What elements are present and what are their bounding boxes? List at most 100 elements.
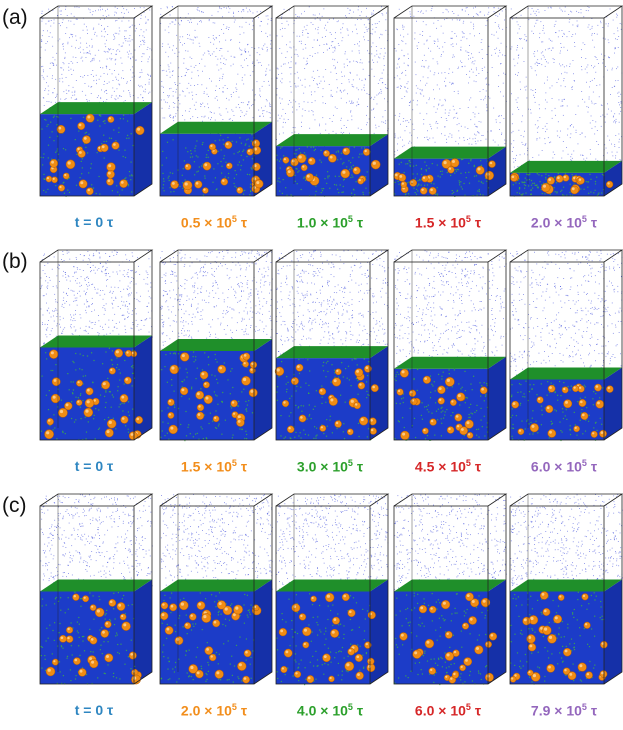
vapor-particles [160,250,273,352]
simulation-box [393,249,508,441]
caption-text: 6.0 × 10 [530,458,582,475]
caption-unit: τ [352,702,364,719]
simulation-snapshot [158,4,274,200]
vapor-particles [394,494,507,593]
liquid-film [40,102,152,197]
snapshot-render [159,249,274,442]
nanoparticles [45,113,145,196]
simulation-snapshot [274,248,390,444]
caption-unit: τ [470,458,482,475]
nanoparticles [160,600,262,684]
liquid-film [276,346,388,441]
caption-exponent: 5 [231,702,237,712]
time-caption: 1.5 × 105 τ [388,214,508,231]
time-caption: 2.0 × 105 τ [154,702,274,719]
time-caption: 6.0 × 105 τ [388,702,508,719]
nanoparticles [45,593,142,685]
simulation-snapshot [158,248,274,444]
caption-text: 0.5 × 10 [180,214,232,231]
caption-unit: τ [470,214,482,231]
simulation-snapshot [508,4,623,200]
time-caption: 4.0 × 105 τ [270,702,390,719]
snapshot-render [39,5,154,197]
simulation-box [159,493,274,685]
caption-text: 7.9 × 10 [530,702,582,719]
simulation-box [159,5,274,197]
time-caption: 1.5 × 105 τ [154,458,274,475]
snapshot-render [393,249,508,441]
time-caption: 4.5 × 105 τ [388,458,508,475]
caption-exponent: 5 [347,458,353,468]
caption-exponent: 5 [581,702,587,712]
time-caption: t = 0 τ [34,702,154,718]
snapshot-render [509,493,623,685]
simulation-box [39,249,154,441]
simulation-box [393,493,508,685]
caption-unit: τ [236,702,248,719]
snapshot-render [39,493,154,685]
caption-text: 1.0 × 10 [296,214,348,231]
caption-unit: τ [236,214,248,231]
simulation-box [509,5,623,197]
vapor-particles [40,494,153,593]
caption-text: 6.0 × 10 [414,702,466,719]
caption-exponent: 5 [581,214,587,224]
vapor-particles [40,250,153,349]
caption-unit: τ [586,214,598,231]
caption-exponent: 5 [347,214,353,224]
snapshot-render [274,249,390,441]
caption-text: 3.0 × 10 [296,458,348,475]
liquid-film [276,579,388,686]
nanoparticles [511,383,614,438]
simulation-snapshot [508,492,623,688]
caption-exponent: 5 [231,458,237,468]
simulation-box [39,5,154,197]
nanoparticles [399,592,498,684]
snapshot-render [393,493,508,686]
simulation-box [393,5,508,197]
simulation-snapshot [38,492,154,688]
vapor-particles [510,494,623,592]
nanoparticles [393,158,496,195]
simulation-box [509,249,623,441]
simulation-snapshot [392,248,508,444]
row-label: (a) [2,6,28,29]
vapor-particles [276,6,389,147]
caption-text: t = 0 τ [74,214,114,230]
vapor-particles [510,250,623,381]
time-caption: 6.0 × 105 τ [504,458,623,475]
snapshot-render [509,249,623,442]
simulation-box [509,493,623,685]
simulation-box [275,5,390,197]
caption-exponent: 5 [465,214,471,224]
row-label: (c) [2,494,27,517]
simulation-snapshot [158,492,274,688]
caption-unit: τ [352,214,364,231]
snapshot-render [275,493,390,686]
vapor-particles [510,6,623,173]
time-caption: 2.0 × 105 τ [504,214,623,231]
simulation-snapshot [38,4,154,200]
caption-text: 1.5 × 10 [180,458,232,475]
time-caption: t = 0 τ [34,458,154,474]
caption-unit: τ [586,458,598,475]
caption-exponent: 5 [465,702,471,712]
vapor-particles [276,494,389,592]
simulation-box [275,249,390,441]
caption-text: 1.5 × 10 [414,214,466,231]
caption-text: 4.0 × 10 [296,702,348,719]
nanoparticles [396,368,488,441]
vapor-particles [160,6,273,135]
caption-exponent: 5 [231,214,237,224]
vapor-particles [394,250,507,370]
nanoparticles [167,352,258,435]
caption-unit: τ [352,458,364,475]
vapor-particles [394,6,507,160]
snapshot-render [509,5,623,197]
simulation-snapshot [274,4,390,200]
vapor-particles [276,250,389,359]
simulation-box [39,493,154,685]
simulation-snapshot [38,248,154,444]
caption-exponent: 5 [465,458,471,468]
simulation-box [159,249,274,441]
